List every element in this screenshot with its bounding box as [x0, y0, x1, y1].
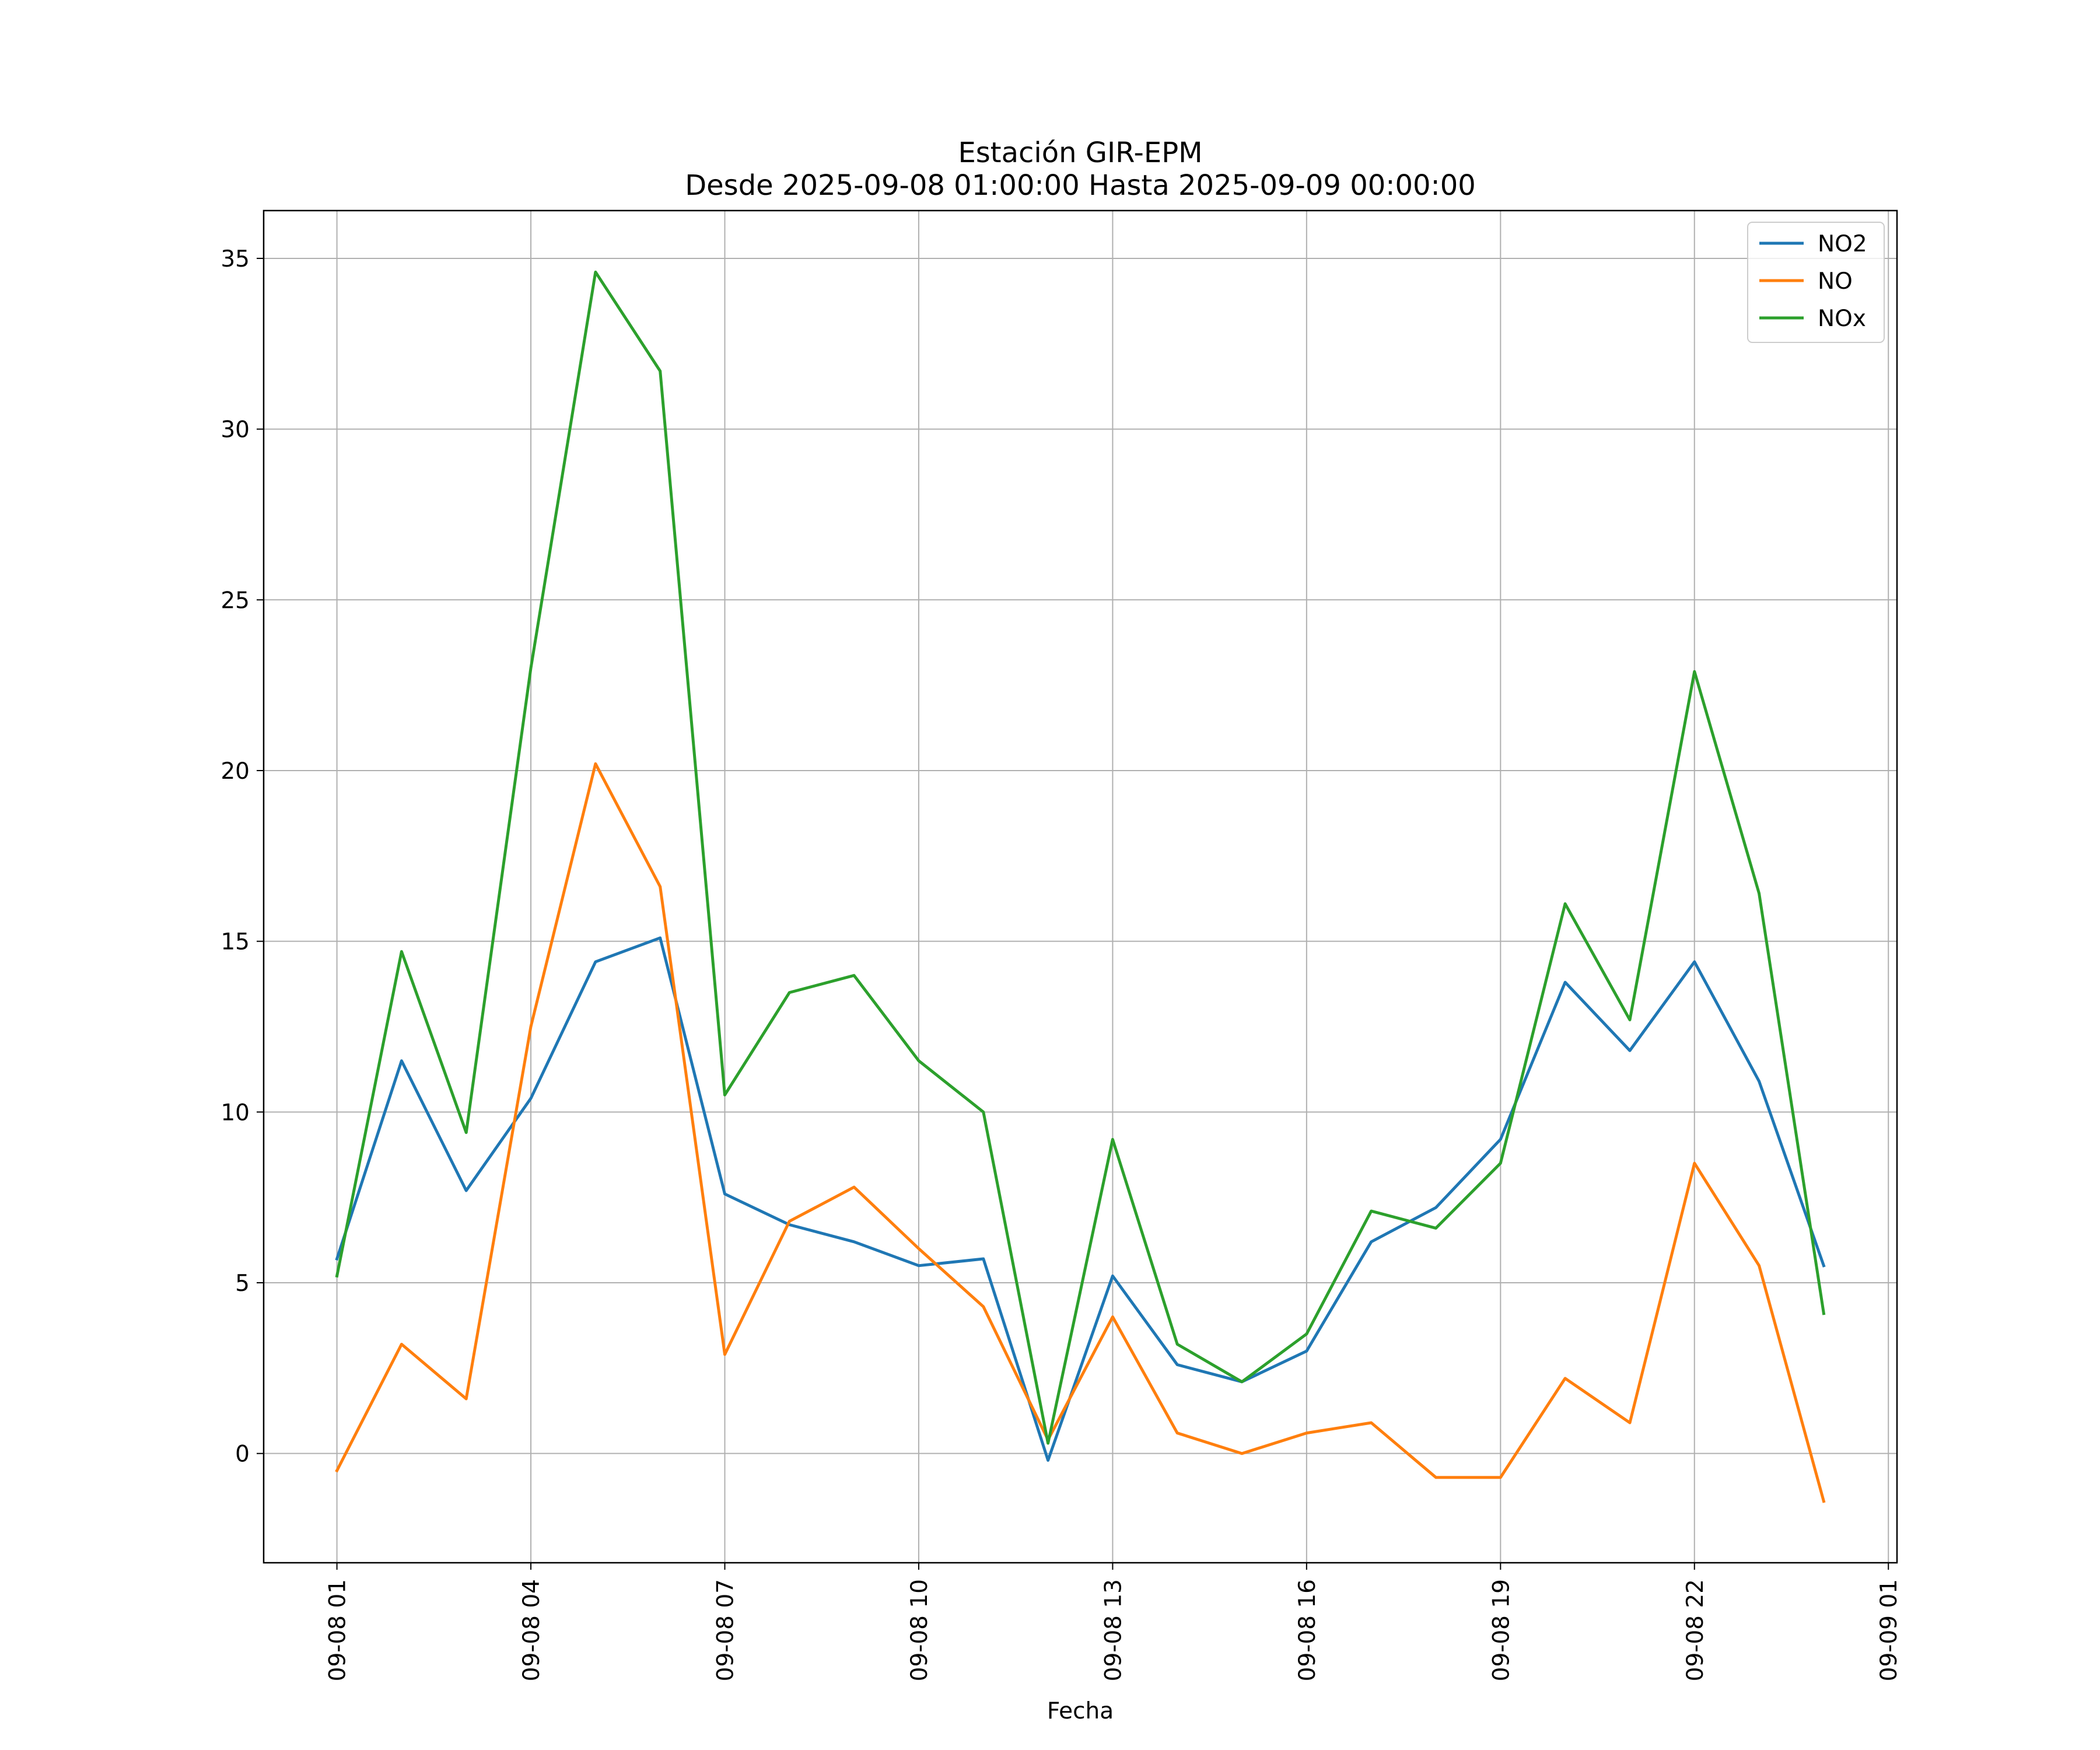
y-tick-label: 35 [220, 246, 250, 272]
x-tick-label: 09-08 10 [907, 1579, 933, 1681]
plot-frame [262, 209, 1898, 1564]
x-tick-label: 09-08 16 [1294, 1579, 1321, 1681]
y-tick-label: 30 [220, 417, 250, 443]
y-tick-label: 10 [220, 1100, 250, 1126]
y-tick-label: 5 [235, 1270, 250, 1297]
legend-label: NO2 [1818, 231, 1867, 257]
y-tick-label: 25 [220, 587, 250, 614]
x-tick-label: 09-08 22 [1682, 1579, 1709, 1681]
x-tick-label: 09-08 13 [1100, 1579, 1126, 1681]
legend-label: NOx [1818, 306, 1866, 332]
series-line-nox [335, 270, 1826, 1445]
x-tick-label: 09-08 19 [1488, 1579, 1514, 1681]
series-lines [335, 270, 1826, 1503]
legend-label: NO [1818, 268, 1853, 295]
x-axis-label: Fecha [1047, 1698, 1114, 1724]
x-tick-label: 09-08 07 [713, 1579, 739, 1681]
chart-title: Estación GIR-EPM [958, 136, 1202, 169]
x-tick-label: 09-09 01 [1876, 1579, 1902, 1681]
series-line-no [335, 762, 1826, 1503]
grid [264, 211, 1897, 1563]
y-tick-label: 0 [235, 1441, 250, 1468]
y-tick-label: 20 [220, 758, 250, 785]
y-tick-label: 15 [220, 929, 250, 956]
legend-box [1747, 222, 1885, 343]
x-tick-label: 09-08 04 [519, 1579, 545, 1681]
axis-ticks: 09-08 01 09-08 04 09-08 07 09-08 10 09-08 13… [220, 246, 1902, 1681]
series-line-no2 [335, 936, 1826, 1462]
x-tick-label: 09-08 01 [325, 1579, 351, 1681]
chart-subtitle: Desde 2025-09-08 01:00:00 Hasta 2025-09-… [685, 169, 1476, 202]
legend: NO2 NO NOx [1747, 222, 1885, 343]
